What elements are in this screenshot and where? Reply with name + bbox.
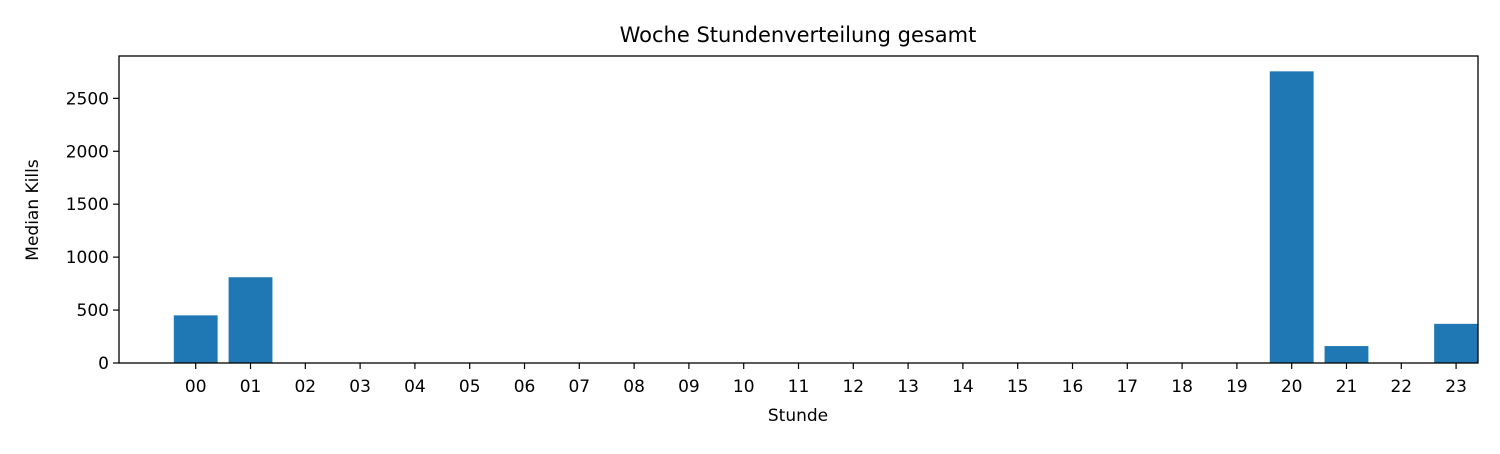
x-tick-label: 17 (1116, 377, 1138, 397)
y-tick-label: 2000 (66, 142, 109, 162)
bar-20 (1269, 71, 1314, 363)
x-axis: 00 01 02 03 04 05 06 07 08 09 10 11 12 13 14 15 16 17 18 19… (185, 363, 1467, 397)
bar-23 (1434, 323, 1478, 363)
y-tick-label: 500 (77, 301, 109, 321)
y-tick-label: 1500 (66, 195, 109, 215)
y-axis: 0 500 1000 1500 2000 2500 (66, 89, 119, 374)
x-tick-label: 02 (294, 377, 316, 397)
chart-title: Woche Stundenverteilung gesamt (620, 23, 977, 47)
y-axis-label: Median Kills (23, 159, 43, 261)
x-tick-label: 03 (349, 377, 371, 397)
x-tick-label: 21 (1336, 377, 1358, 397)
x-tick-label: 23 (1445, 377, 1467, 397)
bars-group (173, 71, 1478, 363)
x-tick-label: 00 (185, 377, 207, 397)
x-tick-label: 18 (1171, 377, 1193, 397)
bar-01 (228, 277, 273, 363)
y-tick-label: 1000 (66, 248, 109, 268)
y-tick-label: 0 (98, 354, 109, 374)
x-tick-label: 14 (952, 377, 974, 397)
x-tick-label: 09 (678, 377, 700, 397)
x-tick-label: 12 (842, 377, 864, 397)
x-tick-label: 05 (459, 377, 481, 397)
x-tick-label: 19 (1226, 377, 1248, 397)
x-tick-label: 16 (1062, 377, 1084, 397)
bar-21 (1324, 346, 1369, 363)
x-tick-label: 22 (1390, 377, 1412, 397)
x-tick-label: 10 (733, 377, 755, 397)
x-tick-label: 06 (514, 377, 536, 397)
x-tick-label: 07 (568, 377, 590, 397)
x-tick-label: 01 (240, 377, 262, 397)
x-tick-label: 20 (1281, 377, 1303, 397)
x-tick-label: 13 (897, 377, 919, 397)
x-tick-label: 15 (1007, 377, 1029, 397)
bar-00 (173, 315, 218, 363)
y-tick-label: 2500 (66, 89, 109, 109)
x-tick-label: 08 (623, 377, 645, 397)
x-tick-label: 11 (788, 377, 810, 397)
x-axis-label: Stunde (768, 406, 828, 426)
x-tick-label: 04 (404, 377, 426, 397)
